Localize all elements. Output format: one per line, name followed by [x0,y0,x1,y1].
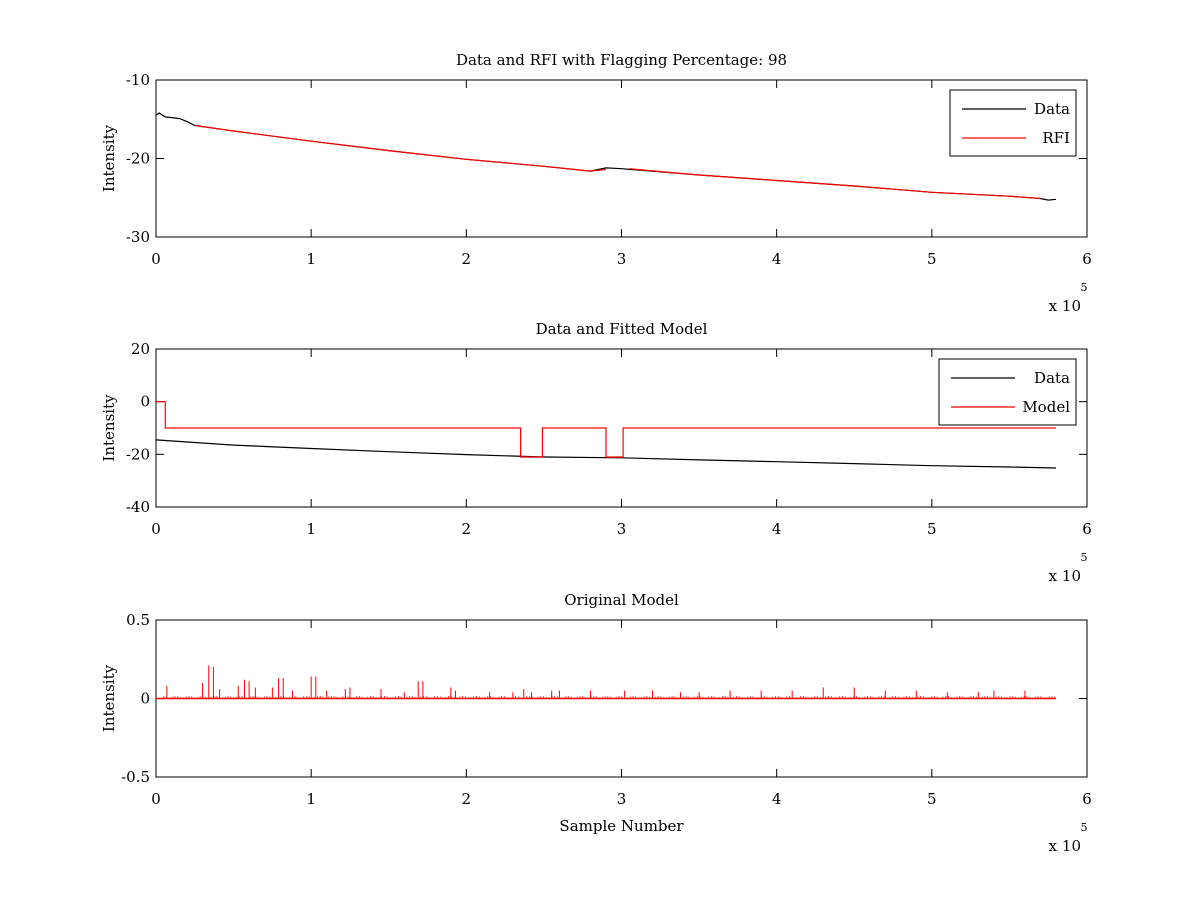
y-tick-label: 0 [140,393,150,411]
y-axis-label: Intensity [100,394,118,462]
x-tick-label: 1 [306,250,316,268]
x-tick-label: 3 [617,250,627,268]
x-tick-label: 2 [462,520,472,538]
x-multiplier-exponent: 5 [1081,821,1088,834]
legend-label: RFI [1042,129,1070,147]
x-tick-label: 1 [306,520,316,538]
x-tick-label: 4 [772,520,782,538]
legend-box [949,89,1077,157]
x-tick-label: 5 [927,520,937,538]
x-tick-label: 0 [151,520,161,538]
x-tick-label: 6 [1082,250,1092,268]
y-tick-label: -0.5 [121,768,150,786]
x-tick-label: 4 [772,250,782,268]
legend-label: Model [1022,398,1070,416]
x-tick-label: 3 [617,520,627,538]
y-tick-label: 0 [140,690,150,708]
x-multiplier: x 10 [1049,567,1081,585]
series-line-rfi [194,124,1041,200]
legend-label: Data [1034,100,1070,118]
subplot-title: Data and RFI with Flagging Percentage: 9… [456,51,787,69]
legend: Data Model [938,358,1077,426]
y-axis-label: Intensity [100,664,118,732]
x-tick-label: 1 [306,790,316,808]
legend: Data RFI [949,89,1077,157]
subplot-title: Data and Fitted Model [536,320,708,338]
x-tick-label: 0 [151,250,161,268]
y-tick-label: -40 [126,498,150,516]
y-tick-label: 20 [131,340,150,358]
x-tick-label: 6 [1082,520,1092,538]
legend-box [938,358,1077,426]
x-tick-label: 2 [462,790,472,808]
x-multiplier-exponent: 5 [1081,551,1088,564]
x-tick-label: 6 [1082,790,1092,808]
series-group [156,665,1056,700]
x-tick-label: 5 [927,790,937,808]
subplot-title: Original Model [564,591,679,609]
x-tick-label: 5 [927,250,937,268]
y-tick-label: -30 [126,228,150,246]
x-multiplier: x 10 [1049,297,1081,315]
subplot-2: 0 1 2 3 4 5 6 -40 -20 0 20 Data and Fitted Model Int… [100,320,1092,585]
series-line-model [156,401,1056,458]
x-axis-label: Sample Number [559,817,684,835]
y-tick-label: 0.5 [126,611,150,629]
axes-frame [155,79,1088,238]
y-tick-label: -10 [126,71,150,89]
y-tick-label: -20 [126,150,150,168]
y-axis-label: Intensity [100,124,118,192]
series-line-data [156,439,1057,469]
x-tick-label: 2 [462,250,472,268]
series-group [156,112,1057,201]
y-tick-label: -20 [126,445,150,463]
x-multiplier: x 10 [1049,837,1081,855]
legend-label: Data [1034,369,1070,387]
subplot-1: 0 1 2 3 4 5 6 -30 -20 -10 Data and RFI with Flaggi… [100,51,1092,315]
x-tick-label: 0 [151,790,161,808]
x-tick-label: 4 [772,790,782,808]
x-multiplier-exponent: 5 [1081,281,1088,294]
x-tick-label: 3 [617,790,627,808]
series-group [156,401,1057,469]
